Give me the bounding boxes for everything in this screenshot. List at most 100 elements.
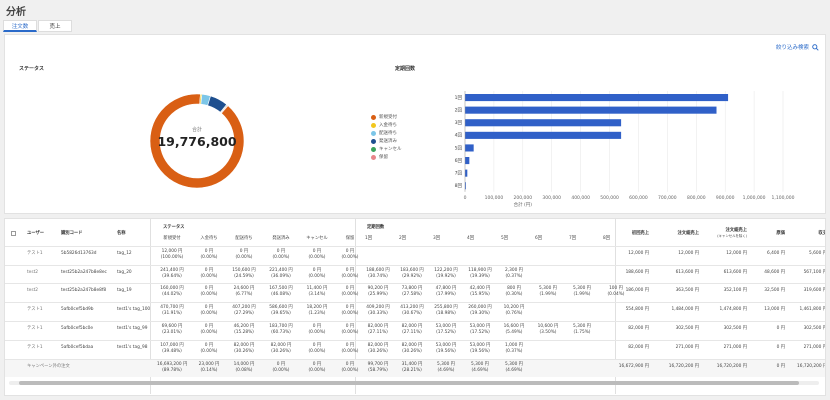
bar-2[interactable] bbox=[465, 106, 717, 114]
user-cell: test2 bbox=[27, 288, 38, 293]
x-tick-label: 0 bbox=[464, 195, 467, 201]
status-value: 0 円 bbox=[312, 249, 322, 254]
select-all-checkbox[interactable] bbox=[11, 231, 16, 236]
status-value: 0 円 bbox=[345, 362, 355, 367]
period-pct: (3.50%) bbox=[539, 330, 557, 335]
summary-card: 絞り込み検索 ステータス 定期回数 合計 19,776,800 89.7% 新規… bbox=[4, 34, 826, 214]
legend-label: キャンセル bbox=[379, 147, 402, 152]
status-value: 24,600 円 bbox=[233, 286, 255, 291]
status-value: 0 円 bbox=[345, 343, 355, 348]
period-pct: (4.69%) bbox=[505, 368, 523, 373]
y-tick-label: 2回 bbox=[455, 108, 463, 114]
donut-slice-5[interactable] bbox=[220, 104, 229, 114]
total-sales-cell: 363,500 円 bbox=[675, 288, 699, 293]
period-value: 118,900 円 bbox=[468, 268, 492, 273]
scrollbar-thumb[interactable] bbox=[19, 381, 799, 385]
table-row[interactable] bbox=[5, 283, 825, 302]
table-row[interactable] bbox=[5, 246, 825, 265]
period-value: 409,200 円 bbox=[366, 305, 390, 310]
x-tick-label: 900,000 bbox=[716, 195, 735, 201]
period-pct: (25.99%) bbox=[368, 292, 388, 297]
profit-cell: 567,100 円 bbox=[803, 270, 826, 275]
status-value: 107,000 円 bbox=[160, 343, 184, 348]
status-value: 0 円 bbox=[239, 249, 249, 254]
net-sales-cell: 352,100 円 bbox=[723, 288, 747, 293]
status-pct: (0.00%) bbox=[200, 274, 218, 279]
first-sales-cell: 82,000 円 bbox=[628, 326, 649, 331]
period-pct: (0.37%) bbox=[505, 349, 523, 354]
bar-1[interactable] bbox=[465, 94, 729, 102]
period-value: 31,400 円 bbox=[401, 362, 423, 367]
bar-5[interactable] bbox=[465, 144, 474, 152]
y-tick-label: 1回 bbox=[455, 95, 463, 101]
tab-orders[interactable]: 注文数 bbox=[3, 20, 37, 32]
status-pct: (89.78%) bbox=[162, 368, 182, 373]
status-value: 407,200 円 bbox=[232, 305, 256, 310]
period-value: 122,200 円 bbox=[434, 268, 458, 273]
legend-item[interactable]: 配送待ち bbox=[371, 129, 402, 137]
status-pct: (0.08%) bbox=[235, 368, 253, 373]
status-value: 150,600 円 bbox=[232, 268, 256, 273]
legend-label: 入金待ち bbox=[379, 123, 397, 128]
legend-item[interactable]: 保留 bbox=[371, 153, 402, 161]
user-cell: キャンペーン外の注文 bbox=[27, 364, 70, 369]
table-row[interactable] bbox=[5, 359, 825, 377]
period-pct: (15.95%) bbox=[470, 292, 490, 297]
legend-dot bbox=[371, 154, 376, 160]
cost-cell: 0 円 bbox=[776, 364, 785, 369]
status-value: 0 円 bbox=[345, 249, 355, 254]
bar-3[interactable] bbox=[465, 119, 622, 127]
donut-total: 19,776,800 bbox=[157, 134, 237, 149]
bar-6[interactable] bbox=[465, 157, 470, 165]
net-sales-cell: 12,000 円 bbox=[726, 251, 747, 256]
status-value: 160,000 円 bbox=[160, 286, 184, 291]
code-cell: 5afb0cef5bdaa bbox=[61, 345, 94, 350]
total-sales-cell: 613,600 円 bbox=[675, 270, 699, 275]
horizontal-scrollbar[interactable] bbox=[9, 381, 819, 385]
period-pct: (19.30%) bbox=[470, 311, 490, 316]
x-tick-label: 100,000 bbox=[485, 195, 504, 201]
tab-bar: 注文数 売上 bbox=[3, 20, 73, 32]
bar-8[interactable] bbox=[465, 182, 466, 190]
status-pct: (0.00%) bbox=[200, 349, 218, 354]
status-group-header: ステータス bbox=[163, 225, 185, 230]
code-cell: 5b5826d13763d bbox=[61, 251, 97, 256]
y-tick-label: 8回 bbox=[455, 183, 463, 189]
table-row[interactable] bbox=[5, 321, 825, 340]
name-cell: tag_19 bbox=[117, 288, 132, 293]
period-pct: (19.92%) bbox=[436, 274, 456, 279]
period-value: 10,600 円 bbox=[537, 324, 559, 329]
status-pct: (0.00%) bbox=[200, 292, 218, 297]
name-cell: test1's tag_99 bbox=[117, 326, 148, 331]
table-row[interactable] bbox=[5, 302, 825, 321]
status-pct: (1.23%) bbox=[308, 311, 326, 316]
y-tick-label: 6回 bbox=[455, 158, 463, 164]
tab-sales[interactable]: 売上 bbox=[38, 20, 72, 32]
bar-4[interactable] bbox=[465, 131, 622, 139]
status-legend: 新規受付入金待ち 配送待ち 発送済みキャンセル 保留 bbox=[371, 113, 402, 161]
period-pct: (1.99%) bbox=[573, 292, 591, 297]
status-pct: (0.00%) bbox=[341, 330, 359, 335]
user-cell: test2 bbox=[27, 270, 38, 275]
legend-item[interactable]: 発送済み bbox=[371, 137, 402, 145]
bar-7[interactable] bbox=[465, 169, 468, 177]
status-pct: (36.09%) bbox=[271, 274, 291, 279]
x-tick-label: 400,000 bbox=[571, 195, 590, 201]
legend-item[interactable]: キャンセル bbox=[371, 145, 402, 153]
legend-item[interactable]: 入金待ち bbox=[371, 121, 402, 129]
table-row[interactable] bbox=[5, 265, 825, 283]
period-pct: (30.67%) bbox=[402, 311, 422, 316]
legend-item[interactable]: 新規受付 bbox=[371, 113, 402, 121]
donut-slice-0[interactable] bbox=[149, 93, 245, 189]
first-sales-cell: 554,800 円 bbox=[625, 307, 649, 312]
status-pct: (0.00%) bbox=[272, 368, 290, 373]
filter-search-link[interactable]: 絞り込み検索 bbox=[776, 43, 819, 51]
period-value: 5,300 円 bbox=[505, 362, 523, 367]
status-pct: (0.14%) bbox=[200, 368, 218, 373]
code-cell: 5afb0cef5bd9b bbox=[61, 307, 94, 312]
first-sales-cell: 16,672,900 円 bbox=[618, 364, 649, 369]
status-pct: (0.00%) bbox=[341, 292, 359, 297]
code-cell: test25b2a247b8e8ec bbox=[61, 270, 107, 275]
table-row[interactable] bbox=[5, 340, 825, 359]
status-col-header: 入金待ち bbox=[200, 236, 218, 241]
